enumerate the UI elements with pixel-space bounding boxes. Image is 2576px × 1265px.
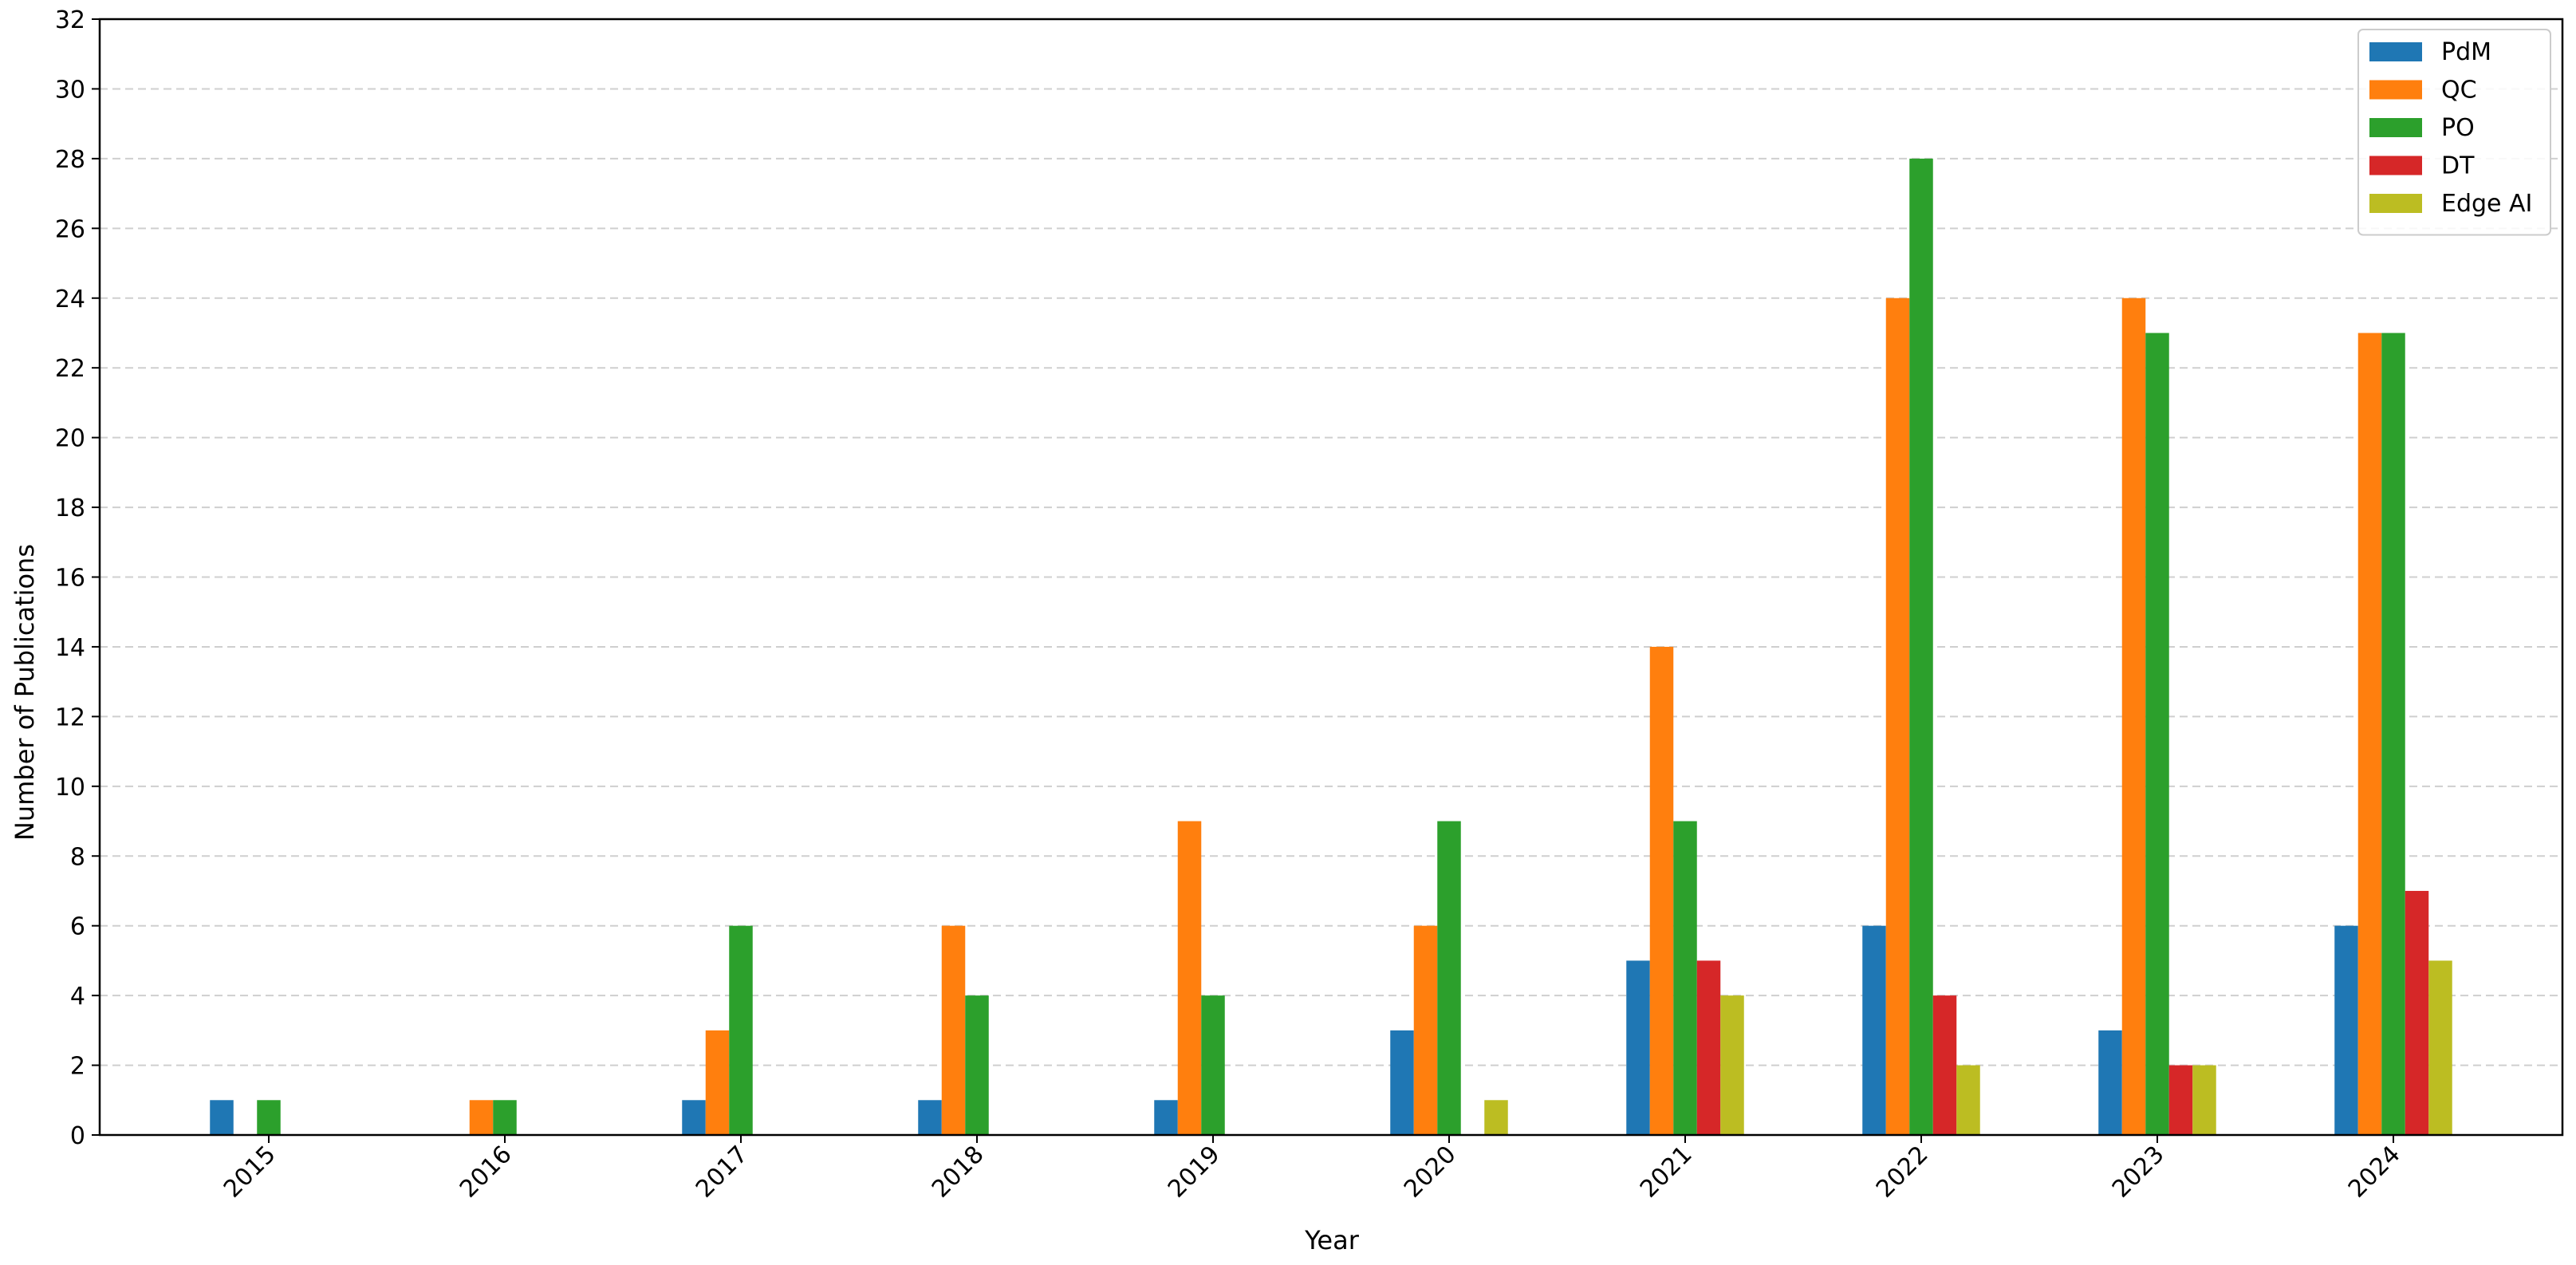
bar-qc-2024 xyxy=(2357,333,2382,1135)
y-tick-label: 24 xyxy=(55,286,85,313)
y-tick-label: 10 xyxy=(55,774,85,802)
x-tick-labels: 2015 2016 2017 2018 2019 2020 2021 2022 2023 2024 xyxy=(219,1141,2406,1204)
bar-po-2022 xyxy=(1909,158,1933,1135)
legend-label: DT xyxy=(2441,152,2475,180)
bar-po-2019 xyxy=(1201,995,1225,1135)
y-tick-label: 18 xyxy=(55,495,85,522)
bar-pdm-2015 xyxy=(210,1100,234,1135)
bar-pdm-2017 xyxy=(682,1100,706,1135)
legend-label: QC xyxy=(2441,77,2477,104)
bar-pdm-2021 xyxy=(1626,960,1650,1135)
y-tick-label: 2 xyxy=(70,1053,85,1081)
x-tick-label: 2017 xyxy=(691,1141,754,1204)
y-tick-label: 32 xyxy=(55,6,85,34)
x-tick-label: 2015 xyxy=(219,1141,282,1204)
x-tick-label: 2023 xyxy=(2107,1141,2170,1204)
bar-qc-2017 xyxy=(705,1030,730,1135)
bar-qc-2023 xyxy=(2121,298,2146,1135)
legend-label: PdM xyxy=(2441,38,2491,66)
bar-edge-ai-2021 xyxy=(1720,995,1744,1135)
y-tick-label: 28 xyxy=(55,146,85,174)
y-tick-label: 14 xyxy=(55,634,85,662)
legend-label: PO xyxy=(2441,114,2475,142)
y-tick-label: 8 xyxy=(70,843,85,871)
x-tick-label: 2024 xyxy=(2343,1141,2406,1204)
y-axis-title: Number of Publications xyxy=(10,544,40,841)
bar-pdm-2024 xyxy=(2334,925,2358,1135)
y-tick-label: 4 xyxy=(70,983,85,1011)
bar-pdm-2022 xyxy=(1862,925,1886,1135)
bar-qc-2016 xyxy=(469,1100,494,1135)
bar-dt-2021 xyxy=(1696,960,1721,1135)
grid-lines xyxy=(100,88,2562,1066)
bar-po-2024 xyxy=(2381,333,2405,1135)
x-tick-label: 2022 xyxy=(1871,1141,1934,1204)
bar-edge-ai-2020 xyxy=(1484,1100,1508,1135)
bar-dt-2022 xyxy=(1932,995,1957,1135)
y-tick-label: 30 xyxy=(55,76,85,104)
bar-edge-ai-2023 xyxy=(2192,1065,2216,1135)
bar-po-2018 xyxy=(965,995,989,1135)
y-tick-label: 6 xyxy=(70,913,85,941)
bar-po-2015 xyxy=(257,1100,281,1135)
bar-pdm-2019 xyxy=(1154,1100,1178,1135)
bar-po-2016 xyxy=(493,1100,517,1135)
x-tick-label: 2018 xyxy=(927,1141,990,1204)
y-tick-label: 22 xyxy=(55,355,85,383)
bar-pdm-2020 xyxy=(1390,1030,1414,1135)
axes xyxy=(92,18,2564,1143)
legend-swatch xyxy=(2369,80,2422,100)
x-tick-label: 2021 xyxy=(1635,1141,1698,1204)
bar-edge-ai-2024 xyxy=(2428,960,2452,1135)
bar-qc-2020 xyxy=(1413,925,1438,1135)
y-tick-label: 12 xyxy=(55,703,85,731)
x-tick-label: 2019 xyxy=(1163,1141,1226,1204)
bar-po-2020 xyxy=(1437,821,1461,1135)
bars xyxy=(210,158,2452,1135)
x-axis-title: Year xyxy=(1304,1225,1360,1255)
bar-pdm-2023 xyxy=(2098,1030,2122,1135)
legend-swatch xyxy=(2369,42,2422,61)
legend: PdM QC PO DT Edge AI xyxy=(2357,29,2551,236)
bar-qc-2021 xyxy=(1649,646,1674,1135)
bar-po-2021 xyxy=(1673,821,1697,1135)
x-tick-label: 2016 xyxy=(455,1141,518,1204)
bar-po-2017 xyxy=(729,925,753,1135)
bar-pdm-2018 xyxy=(918,1100,942,1135)
y-tick-label: 0 xyxy=(70,1122,85,1150)
bar-qc-2019 xyxy=(1177,821,1202,1135)
plot-frame xyxy=(98,18,2564,1137)
bar-qc-2022 xyxy=(1885,298,1910,1135)
legend-swatch xyxy=(2369,118,2422,137)
y-tick-label: 20 xyxy=(55,425,85,453)
bar-po-2023 xyxy=(2145,333,2169,1135)
bar-dt-2024 xyxy=(2405,890,2429,1135)
y-tick-label: 26 xyxy=(55,215,85,243)
legend-swatch xyxy=(2369,194,2422,213)
bar-dt-2023 xyxy=(2168,1065,2193,1135)
legend-label: Edge AI xyxy=(2441,190,2532,218)
y-tick-label: 16 xyxy=(55,565,85,593)
x-tick-label: 2020 xyxy=(1399,1141,1462,1204)
legend-swatch xyxy=(2369,156,2422,175)
bar-qc-2018 xyxy=(941,925,966,1135)
bar-edge-ai-2022 xyxy=(1956,1065,1980,1135)
